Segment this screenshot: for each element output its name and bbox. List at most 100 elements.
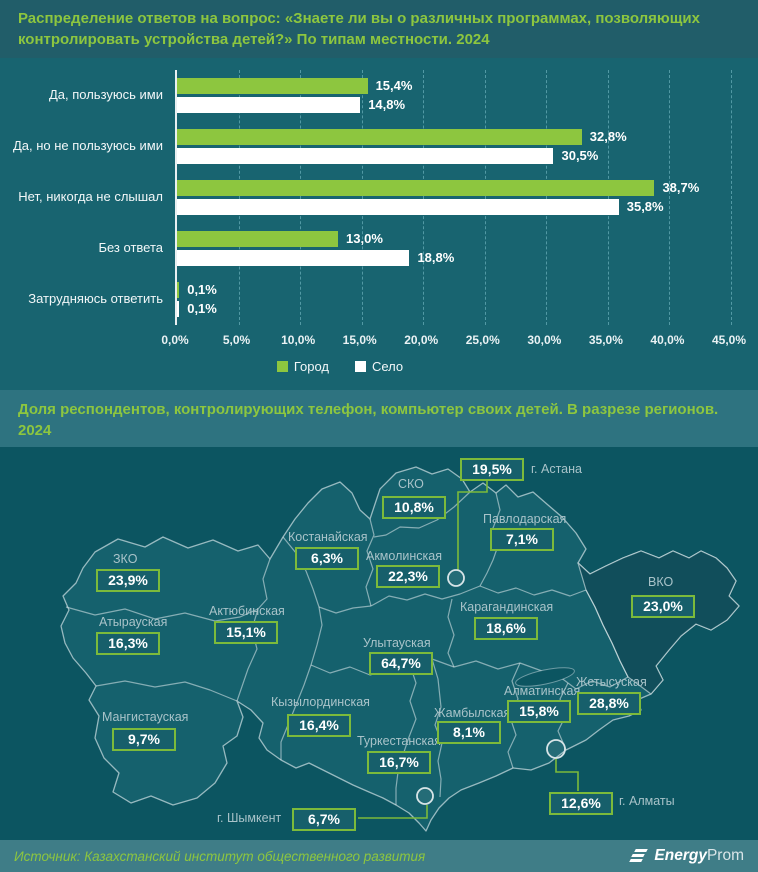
category-label: Да, пользуюсь ими: [48, 87, 163, 102]
gridline: [484, 70, 486, 325]
map-region-label-zko: ЗКО: [113, 552, 138, 566]
bar-gorod: [177, 231, 339, 247]
map-region-label-astana: г. Астана: [531, 462, 582, 476]
gridline: [238, 70, 240, 325]
map-badge-shymkent: 6,7%: [292, 808, 356, 831]
chart-plot: 15,4% 14,8% 32,8% 30,5% 38,7% 35,8% 13,0% 18,8%…: [175, 70, 732, 325]
bar-selo: [177, 97, 361, 113]
map-title: Доля респондентов, контролирующих телефо…: [0, 390, 758, 447]
map-region-label-sko: СКО: [398, 477, 424, 491]
map-region-label-kostanay: Костанайская: [288, 530, 368, 544]
bar-selo: [177, 250, 410, 266]
map-badge-mangystau: 9,7%: [112, 728, 176, 751]
city-markers: [416, 569, 566, 805]
map-region-label-aktobe: Актюбинская: [209, 604, 285, 618]
map-badge-kostanay: 6,3%: [295, 547, 359, 570]
bar-gorod: [177, 282, 180, 298]
astana-connector: [457, 480, 488, 570]
bar-value-label: 35,8%: [626, 199, 664, 214]
tick-label: 35,0%: [588, 333, 623, 347]
gridline: [300, 70, 302, 325]
map-region-label-kyzylorda: Кызылординская: [271, 695, 370, 709]
map-region-label-turkestan: Туркестанская: [357, 734, 441, 748]
bar-selo: [177, 301, 180, 317]
map-badge-karaganda: 18,6%: [474, 617, 538, 640]
tick-label: 5,0%: [222, 333, 251, 347]
gridline: [361, 70, 363, 325]
bar-value-label: 38,7%: [662, 180, 700, 195]
chart-legend: Город Село: [110, 359, 570, 374]
gridline: [546, 70, 548, 325]
bar-gorod: [177, 129, 582, 145]
tick-label: 25,0%: [465, 333, 500, 347]
map-region-label-almaty_city: г. Алматы: [619, 794, 675, 808]
tick-label: 45,0%: [711, 333, 747, 347]
shymkent-marker: [416, 787, 434, 805]
bar-gorod: [177, 180, 655, 196]
map-badge-kyzylorda: 16,4%: [287, 714, 351, 737]
tick-label: 40,0%: [650, 333, 685, 347]
category-label: Без ответа: [98, 240, 163, 255]
shymkent-connector: [358, 805, 428, 819]
bar-value-label: 32,8%: [589, 129, 627, 144]
map-badge-astana: 19,5%: [460, 458, 524, 481]
map-region-label-almaty_region: Алматинская: [504, 684, 581, 698]
city-connectors: [358, 480, 579, 819]
map-badge-akmola: 22,3%: [376, 565, 440, 588]
bar-gorod: [177, 78, 368, 94]
category-label: Да, но не пользуюсь ими: [12, 138, 163, 153]
legend-item-город: Город: [276, 359, 329, 374]
chart-title: Распределение ответов на вопрос: «Знаете…: [0, 0, 758, 58]
map-region-label-zhambyl: Жамбылская: [434, 706, 511, 720]
energyprom-icon: [629, 849, 649, 863]
source-text: Источник: Казахстанский институт обществ…: [14, 848, 426, 864]
logo-text-bold: Energy: [654, 847, 707, 864]
map-region-label-zhetysu: Жетысуская: [576, 675, 647, 689]
map-badge-pavlodar: 7,1%: [490, 528, 554, 551]
map-region-label-pavlodar: Павлодарская: [483, 512, 567, 526]
almaty-marker: [546, 739, 566, 759]
almaty-connector: [555, 758, 579, 791]
bar-selo: [177, 199, 619, 215]
map-region-label-akmola: Акмолинская: [366, 549, 442, 563]
energyprom-logo: EnergyProm: [629, 847, 744, 865]
lake-balkhash: [515, 667, 575, 687]
tick-label: 20,0%: [404, 333, 439, 347]
bar-value-label: 0,1%: [187, 301, 217, 316]
legend-swatch: [355, 361, 366, 372]
legend-item-село: Село: [355, 359, 403, 374]
map-badge-atyrau: 16,3%: [96, 632, 160, 655]
footer: Источник: Казахстанский институт обществ…: [0, 840, 758, 872]
tick-label: 10,0%: [281, 333, 316, 347]
category-label: Нет, никогда не слышал: [18, 189, 163, 204]
map-badge-zhetysu: 28,8%: [577, 692, 641, 715]
kazakhstan-map: г. Астана 19,5% СКО 10,8% Павлодарская 7,1% Ко…: [0, 447, 758, 840]
bar-value-label: 18,8%: [417, 250, 455, 265]
map-badge-ulytau: 64,7%: [369, 652, 433, 675]
bar-chart: 15,4% 14,8% 32,8% 30,5% 38,7% 35,8% 13,0% 18,8%…: [0, 58, 758, 390]
map-badge-zko: 23,9%: [96, 569, 160, 592]
gridline: [731, 70, 732, 325]
map-badge-zhambyl: 8,1%: [437, 721, 501, 744]
logo-text-light: Prom: [706, 847, 744, 864]
map-badge-almaty_region: 15,8%: [507, 700, 571, 723]
legend-swatch: [276, 361, 288, 372]
map-badge-aktobe: 15,1%: [214, 621, 278, 644]
bar-value-label: 15,4%: [375, 78, 413, 93]
tick-label: 15,0%: [342, 333, 377, 347]
map-badge-sko: 10,8%: [382, 496, 446, 519]
astana-marker: [447, 569, 465, 587]
gridline: [669, 70, 671, 325]
kazakhstan-map-svg: [60, 466, 740, 832]
map-badge-vko: 23,0%: [631, 595, 695, 618]
bar-value-label: 13,0%: [346, 231, 383, 246]
map-region-label-ulytau: Улытауская: [363, 636, 431, 650]
gridline: [423, 70, 425, 325]
map-badge-turkestan: 16,7%: [367, 751, 431, 774]
category-label: Затрудняюсь ответить: [28, 291, 163, 306]
bar-value-label: 30,5%: [561, 148, 599, 163]
map-region-label-atyrau: Атырауская: [99, 615, 168, 629]
bar-selo: [177, 148, 554, 164]
map-badge-almaty_city: 12,6%: [549, 792, 613, 815]
country-outline: [60, 466, 740, 832]
